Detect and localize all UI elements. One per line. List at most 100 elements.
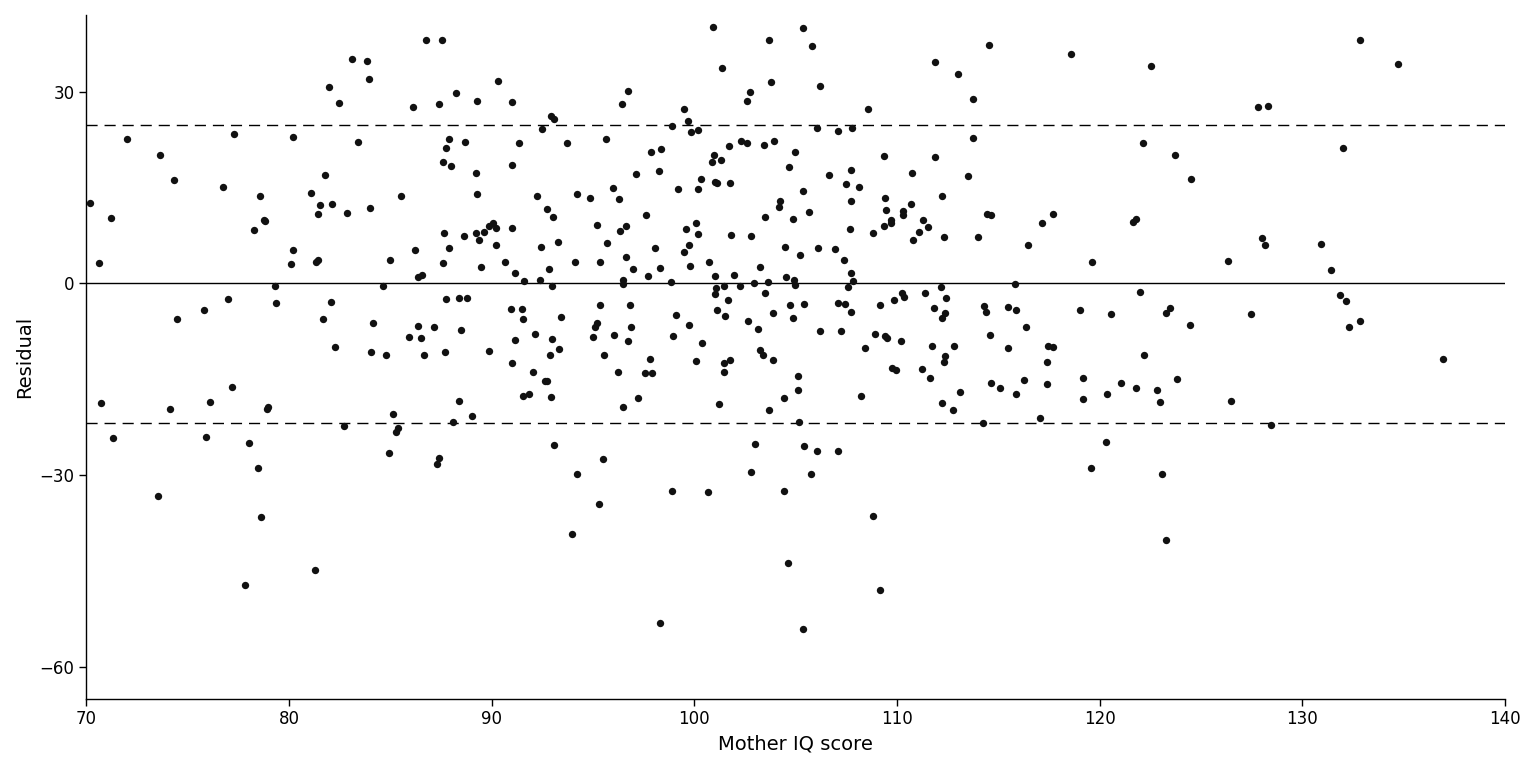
Point: [192, 304, 217, 316]
Point: [1123, 213, 1147, 225]
Point: [528, 241, 553, 253]
Point: [791, 22, 816, 35]
Point: [435, 293, 459, 306]
Point: [965, 231, 989, 243]
Point: [147, 149, 172, 161]
Point: [637, 353, 662, 366]
Point: [1178, 173, 1203, 185]
Point: [252, 214, 276, 226]
Point: [1150, 468, 1175, 480]
Point: [974, 306, 998, 318]
Point: [766, 200, 791, 213]
Point: [621, 263, 645, 275]
Point: [899, 167, 923, 179]
Point: [799, 468, 823, 481]
Point: [671, 104, 696, 116]
Point: [783, 147, 808, 159]
Point: [799, 40, 823, 52]
Point: [246, 462, 270, 474]
Point: [846, 180, 871, 193]
Point: [249, 511, 273, 523]
Point: [786, 370, 811, 382]
Point: [852, 343, 877, 355]
Point: [359, 346, 384, 359]
Point: [839, 164, 863, 177]
Point: [710, 61, 734, 74]
Point: [538, 349, 562, 361]
Point: [455, 291, 479, 303]
Point: [702, 270, 727, 282]
Point: [834, 178, 859, 190]
Point: [1309, 238, 1333, 250]
Point: [1240, 308, 1264, 320]
Point: [158, 403, 183, 415]
Point: [737, 86, 762, 98]
Point: [633, 209, 657, 221]
Point: [826, 297, 851, 310]
Point: [303, 564, 327, 576]
Point: [1005, 388, 1029, 400]
Point: [601, 182, 625, 194]
Point: [468, 261, 493, 273]
Point: [995, 342, 1020, 354]
Point: [696, 256, 720, 268]
Point: [461, 409, 485, 422]
Point: [786, 415, 811, 428]
Point: [660, 329, 685, 342]
Point: [780, 214, 805, 226]
Point: [1034, 356, 1058, 369]
Point: [323, 340, 347, 353]
Point: [465, 188, 490, 200]
Point: [971, 416, 995, 429]
Point: [436, 242, 461, 254]
Point: [1349, 316, 1373, 328]
Point: [361, 317, 386, 329]
Point: [1432, 353, 1456, 366]
Point: [773, 392, 797, 404]
Point: [565, 187, 590, 200]
Point: [625, 392, 650, 405]
Point: [687, 124, 711, 136]
Point: [1028, 412, 1052, 425]
Point: [923, 56, 948, 68]
Point: [889, 335, 914, 347]
Point: [410, 269, 435, 281]
Point: [1034, 378, 1058, 390]
Point: [839, 223, 863, 235]
Point: [370, 280, 395, 292]
Point: [717, 353, 742, 366]
Point: [1071, 392, 1095, 405]
Point: [977, 329, 1001, 341]
Point: [319, 197, 344, 210]
Point: [872, 150, 897, 162]
Point: [773, 240, 797, 253]
Point: [578, 192, 602, 204]
Point: [748, 260, 773, 273]
Point: [805, 445, 829, 458]
Point: [688, 173, 713, 185]
Point: [899, 197, 923, 210]
Point: [194, 431, 218, 443]
Point: [582, 320, 607, 333]
Point: [307, 199, 332, 211]
Point: [327, 97, 352, 109]
Point: [708, 154, 733, 167]
Point: [711, 280, 736, 292]
Point: [1035, 339, 1060, 352]
Point: [257, 401, 281, 413]
Point: [929, 312, 954, 324]
Point: [762, 135, 786, 147]
Point: [610, 98, 634, 111]
Point: [114, 133, 138, 145]
Point: [780, 312, 805, 324]
Point: [805, 121, 829, 134]
Point: [768, 195, 793, 207]
Point: [281, 243, 306, 256]
Point: [465, 94, 490, 107]
Point: [528, 274, 553, 286]
Point: [427, 452, 452, 465]
Point: [659, 121, 684, 133]
Point: [499, 222, 524, 234]
Point: [660, 485, 685, 498]
Point: [826, 124, 851, 137]
